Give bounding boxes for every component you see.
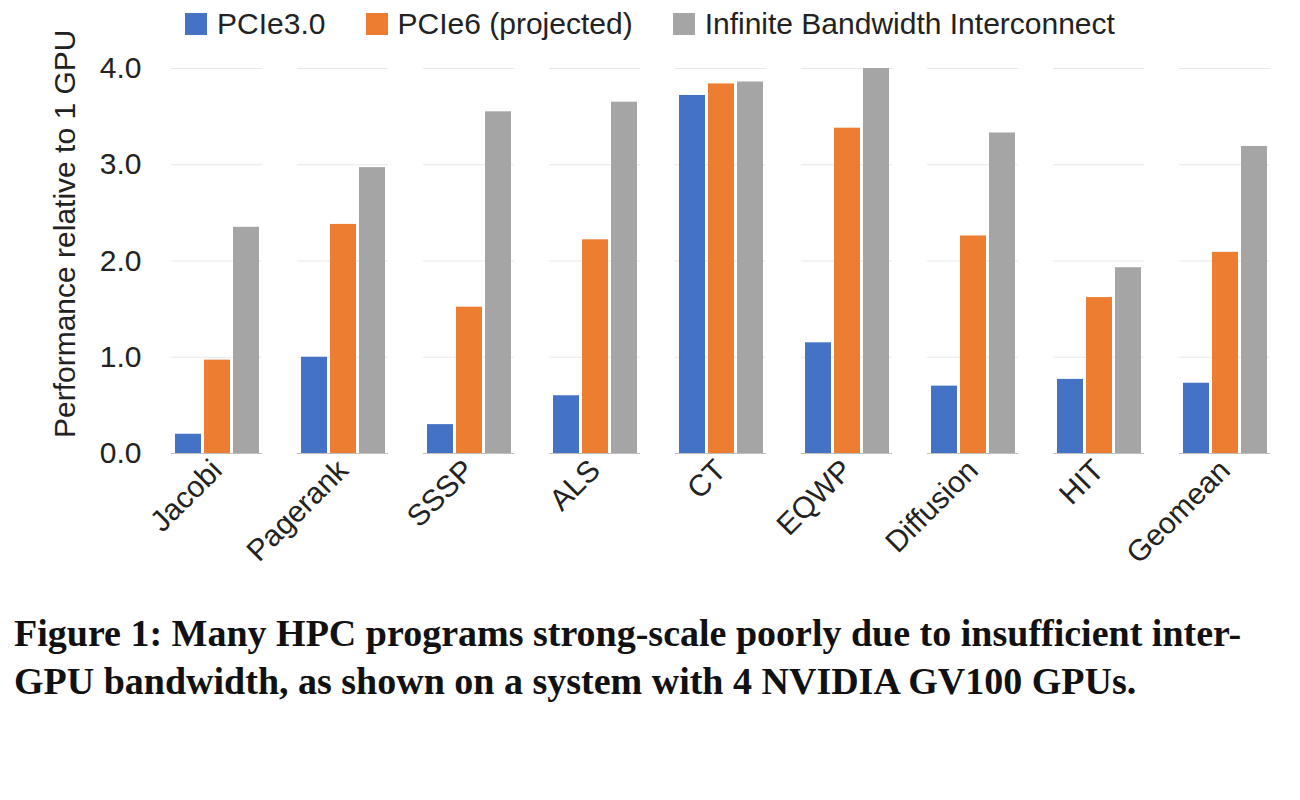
svg-text:EQWP: EQWP [770, 453, 858, 541]
svg-text:Jacobi: Jacobi [143, 453, 228, 538]
svg-text:SSSP: SSSP [400, 453, 480, 533]
svg-text:HIT: HIT [1053, 453, 1111, 511]
svg-text:CT: CT [680, 453, 732, 505]
svg-text:0.0: 0.0 [100, 436, 142, 469]
svg-text:4.0: 4.0 [100, 51, 142, 84]
html-text:Infinite Bandwidth Interconnec: Infinite Bandwidth Interconnect [704, 7, 1115, 40]
html-text:Performance relative to 1 GPU: Performance relative to 1 GPU [48, 29, 81, 438]
svg-text:1.0: 1.0 [100, 340, 142, 373]
svg-text:ALS: ALS [543, 453, 606, 516]
svg-text:3.0: 3.0 [100, 147, 142, 180]
svg-text:Diffusion: Diffusion [879, 453, 984, 558]
html-text:Figure 1: Many HPC programs st: Figure 1: Many HPC programs strong-scale… [14, 612, 1242, 702]
svg-text:Pagerank: Pagerank [240, 452, 355, 567]
html-text:PCIe6 (projected): PCIe6 (projected) [397, 7, 633, 40]
svg-text:Geomean: Geomean [1120, 453, 1236, 569]
html-text:PCIe3.0: PCIe3.0 [217, 7, 326, 40]
svg-text:2.0: 2.0 [100, 244, 142, 277]
